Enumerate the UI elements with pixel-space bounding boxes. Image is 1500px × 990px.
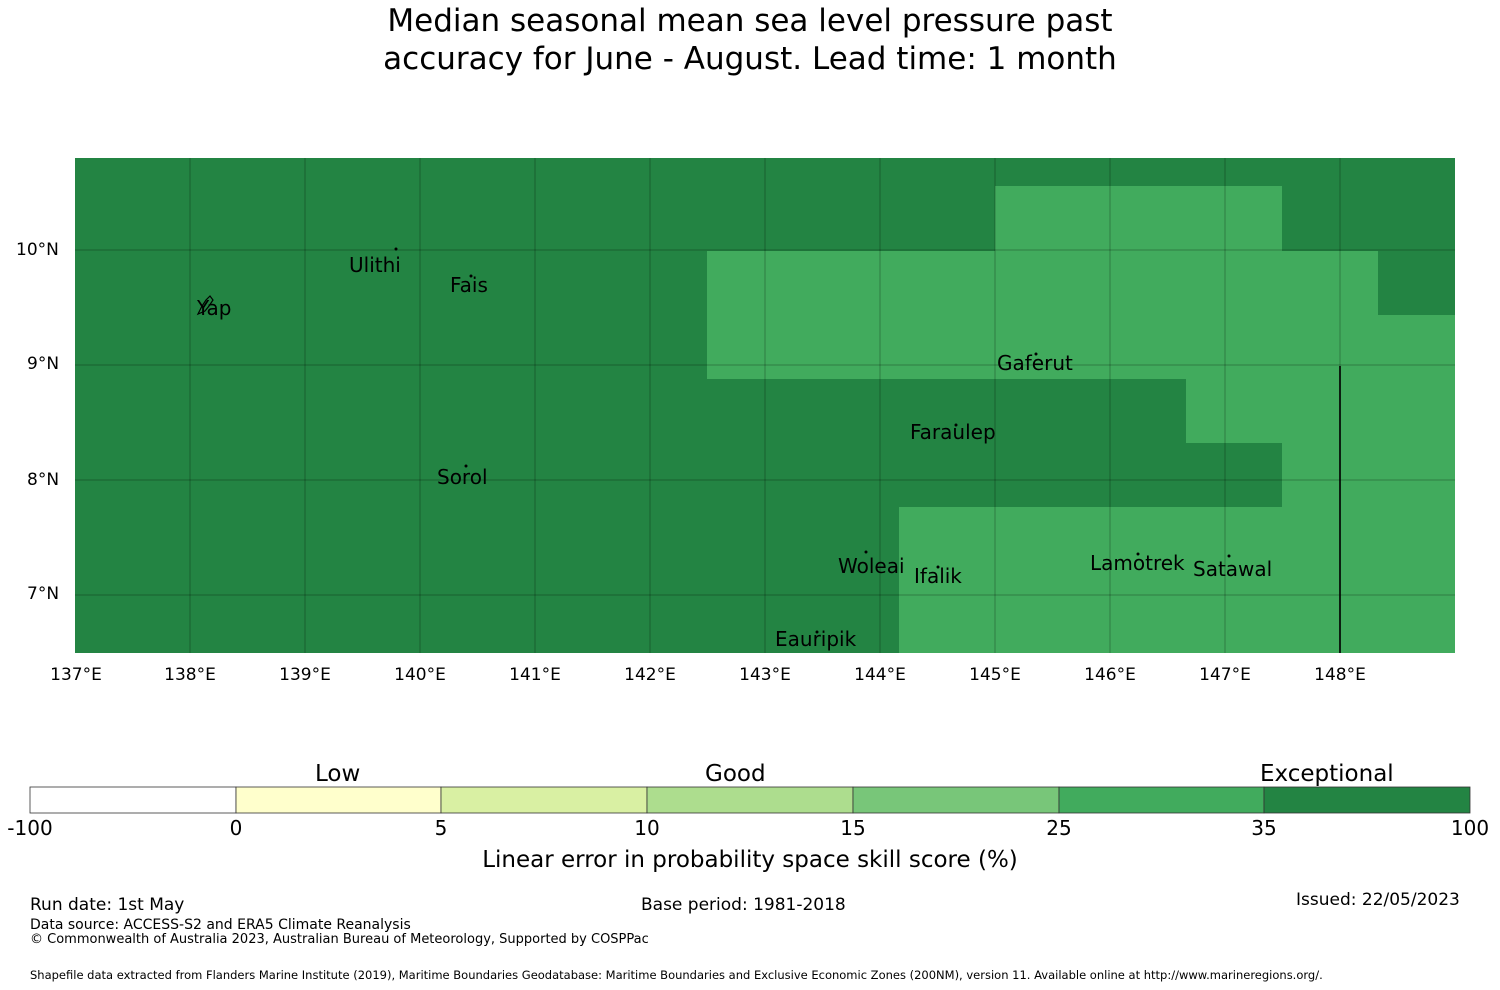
colorbar-title: Linear error in probability space skill … <box>482 847 1018 873</box>
woleai-atoll-mark <box>864 550 868 554</box>
colorbar-segment-10-15 <box>646 786 854 814</box>
sorol-atoll-mark <box>464 464 468 468</box>
data-source: Data source: ACCESS-S2 and ERA5 Climate … <box>30 917 411 933</box>
place-label-faraulep: Faraulep <box>910 420 996 444</box>
place-label-ulithi: Ulithi <box>349 253 401 277</box>
place-label-fais: Fais <box>450 273 488 297</box>
run-date: Run date: 1st May <box>30 895 185 915</box>
eauripik-atoll-mark <box>815 630 819 634</box>
lat-label-10n: 10°N <box>16 240 59 260</box>
skill-region-north <box>995 186 1282 251</box>
colorbar-segment-25-35 <box>1058 786 1265 814</box>
faraulep-atoll-mark <box>954 423 958 427</box>
place-label-lamotrek: Lamotrek <box>1090 551 1185 575</box>
base-period: Base period: 1981-2018 <box>641 895 846 915</box>
lon-label-148e: 148°E <box>1314 665 1366 685</box>
lat-label-7n: 7°N <box>27 584 60 604</box>
colorbar-segment-0-5 <box>235 786 442 814</box>
colorbar-tick-5: 5 <box>434 816 448 840</box>
colorbar-tick-25: 25 <box>1046 816 1072 840</box>
colorbar-tick-minus100: -100 <box>7 816 53 840</box>
place-label-ifalik: Ifalik <box>914 564 962 588</box>
lamotrek-atoll-mark <box>1136 552 1140 556</box>
skill-region-central <box>707 251 1378 379</box>
lon-label-137e: 137°E <box>50 665 102 685</box>
colorbar-tick-100: 100 <box>1450 816 1490 840</box>
lon-label-147e: 147°E <box>1199 665 1251 685</box>
lon-label-142e: 142°E <box>624 665 676 685</box>
colorbar-segment-35-100 <box>1263 786 1471 814</box>
colorbar <box>29 786 1471 814</box>
colorbar-tick-0: 0 <box>229 816 243 840</box>
colorbar-segment-minus100-0 <box>29 786 237 814</box>
colorbar-segment-5-10 <box>440 786 648 814</box>
gaferut-island-mark <box>1034 352 1038 356</box>
colorbar-tick-15: 15 <box>840 816 866 840</box>
skill-region-south <box>899 507 1455 653</box>
place-label-sorol: Sorol <box>437 465 488 489</box>
place-label-satawal: Satawal <box>1193 557 1273 581</box>
yap-island-outline <box>196 295 214 316</box>
issued-date: Issued: 22/05/2023 <box>1296 890 1460 910</box>
place-label-eauripik: Eauripik <box>775 627 857 651</box>
satawal-island-mark <box>1227 554 1231 558</box>
colorbar-category-low: Low <box>315 761 361 787</box>
title-line-1: Median seasonal mean sea level pressure … <box>387 3 1113 39</box>
fais-island-mark <box>469 274 473 278</box>
lon-label-141e: 141°E <box>509 665 561 685</box>
lon-label-138e: 138°E <box>164 665 216 685</box>
colorbar-category-good: Good <box>705 761 766 787</box>
skill-region-east-lower <box>1282 443 1455 507</box>
place-label-gaferut: Gaferut <box>997 351 1073 375</box>
island-marks <box>196 247 1231 634</box>
place-label-woleai: Woleai <box>838 554 905 578</box>
title-line-2: accuracy for June - August. Lead time: 1… <box>383 41 1117 77</box>
lon-label-144e: 144°E <box>854 665 906 685</box>
lat-label-9n: 9°N <box>27 354 60 374</box>
ifalik-atoll-mark <box>936 565 940 569</box>
lon-label-140e: 140°E <box>394 665 446 685</box>
colorbar-tick-35: 35 <box>1251 816 1277 840</box>
ulithi-atoll-mark <box>394 247 398 251</box>
lon-label-139e: 139°E <box>279 665 331 685</box>
colorbar-tick-10: 10 <box>634 816 660 840</box>
lon-label-143e: 143°E <box>739 665 791 685</box>
skill-region-east <box>1378 315 1455 379</box>
lon-label-146e: 146°E <box>1084 665 1136 685</box>
skill-region-east-mid <box>1186 379 1455 443</box>
map-title: Median seasonal mean sea level pressure … <box>0 2 1500 78</box>
colorbar-segment-15-25 <box>852 786 1060 814</box>
colorbar-category-exceptional: Exceptional <box>1260 761 1394 787</box>
lat-label-8n: 8°N <box>27 470 60 490</box>
copyright-notice: © Commonwealth of Australia 2023, Austra… <box>30 932 649 947</box>
lon-label-145e: 145°E <box>969 665 1021 685</box>
shapefile-credit: Shapefile data extracted from Flanders M… <box>30 968 1323 982</box>
place-label-yap: Yap <box>197 296 232 320</box>
